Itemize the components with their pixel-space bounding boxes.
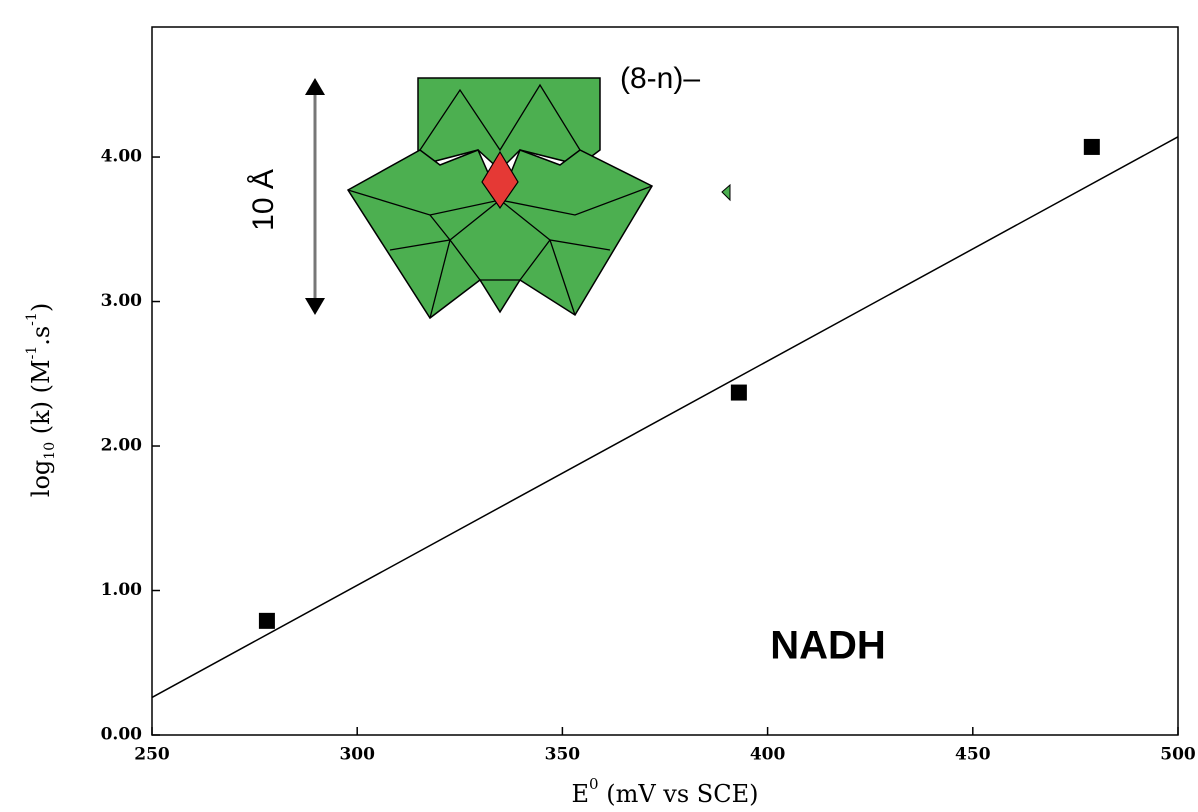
y-label-part: log [27, 460, 55, 498]
y-tick-label: 0.00 [101, 725, 143, 745]
y-label-sup: -1 [24, 312, 40, 326]
charge-label: (8-n)– [620, 62, 700, 95]
x-label-sup: 0 [589, 775, 599, 793]
x-tick-label: 300 [339, 745, 375, 765]
y-label-part: .s [27, 326, 55, 346]
data-point [259, 613, 275, 629]
y-label-sup: -1 [24, 346, 40, 360]
reductant-label: NADH [770, 624, 886, 668]
y-tick-label: 4.00 [101, 147, 143, 167]
x-tick-label: 400 [750, 745, 786, 765]
x-axis-label: E0 (mV vs SCE) [572, 775, 759, 808]
y-tick-label: 1.00 [101, 580, 143, 600]
x-label-part: (mV vs SCE) [599, 780, 759, 808]
inset-molecule: (8-n)– 10 Å [230, 40, 730, 345]
x-tick-label: 250 [134, 745, 170, 765]
x-tick-label: 500 [1160, 745, 1196, 765]
y-label-part: ) [27, 303, 55, 312]
data-point [731, 385, 747, 401]
y-axis-label: log10 (k) (M-1.s-1) [24, 303, 58, 497]
x-tick-label: 450 [955, 745, 991, 765]
page: (8-n)– 10 Å NADH E0 (mV vs SCE) log10 (k… [0, 0, 1198, 812]
y-tick-label: 2.00 [101, 436, 143, 456]
y-label-part: (k) (M [27, 359, 55, 441]
x-label-part: E [572, 780, 590, 808]
y-label-sub: 10 [42, 442, 58, 460]
data-point [1084, 139, 1100, 155]
y-tick-label: 3.00 [101, 291, 143, 311]
size-label: 10 Å [247, 169, 280, 231]
chart: (8-n)– 10 Å NADH E0 (mV vs SCE) log10 (k… [0, 0, 1198, 812]
x-tick-label: 350 [545, 745, 581, 765]
